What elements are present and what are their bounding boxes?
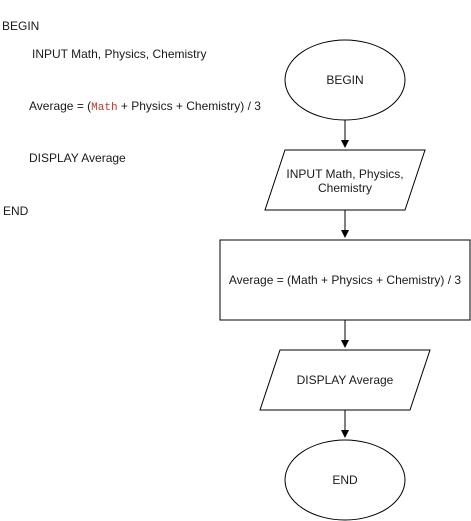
input-label-line2: Chemistry	[318, 181, 372, 195]
process-label: Average = (Math + Physics + Chemistry) /…	[229, 273, 462, 287]
end-label: END	[332, 473, 358, 487]
output-label: DISPLAY Average	[297, 373, 394, 387]
input-label-line1: INPUT Math, Physics,	[286, 167, 403, 181]
start-label: BEGIN	[326, 73, 363, 87]
